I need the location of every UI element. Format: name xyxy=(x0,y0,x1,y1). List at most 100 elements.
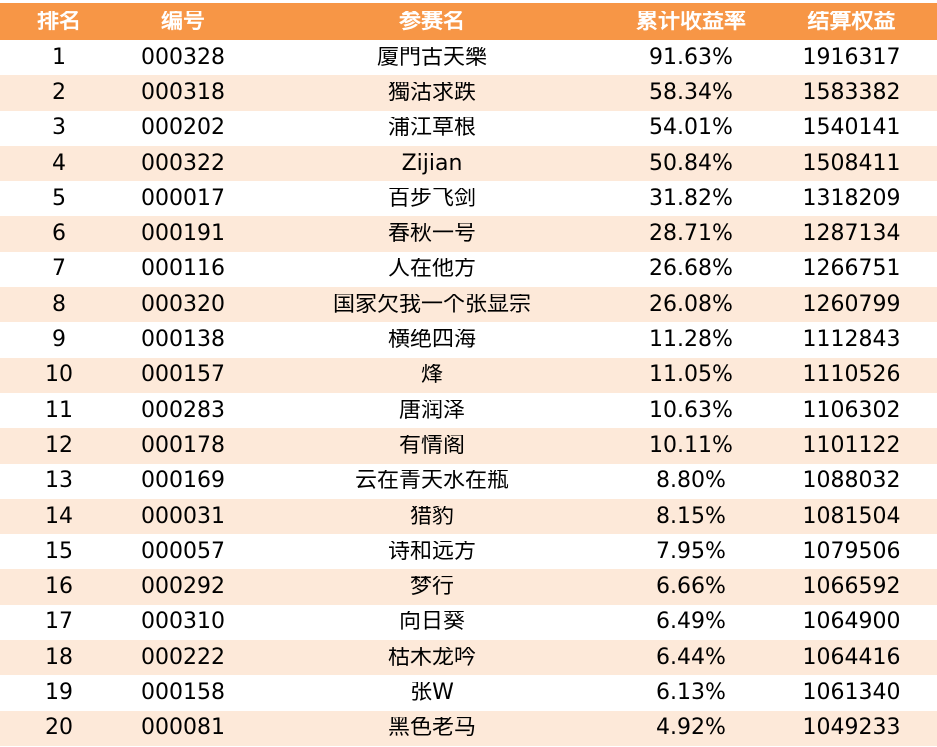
cell-rank: 16 xyxy=(45,576,73,599)
cell-id: 000283 xyxy=(141,399,225,422)
cell-equity: 1540141 xyxy=(802,117,901,140)
cell-equity: 1508411 xyxy=(802,152,901,175)
cell-equity: 1066592 xyxy=(802,576,901,599)
cell-equity: 1287134 xyxy=(802,223,901,246)
cell-equity: 1112843 xyxy=(802,329,901,352)
table-row: 9 000138 横绝四海 11.28% 1112843 xyxy=(0,322,937,357)
cell-rank: 1 xyxy=(52,46,66,69)
cell-equity: 1266751 xyxy=(802,258,901,281)
cell-rank: 5 xyxy=(52,187,66,210)
cell-return: 91.63% xyxy=(649,46,733,69)
cell-return: 6.13% xyxy=(656,681,726,704)
cell-equity: 1049233 xyxy=(802,717,901,740)
cell-id: 000320 xyxy=(141,293,225,316)
cell-id: 000310 xyxy=(141,611,225,634)
cell-equity: 1110526 xyxy=(802,364,901,387)
cell-rank: 17 xyxy=(45,611,73,634)
table-row: 6 000191 春秋一号 28.71% 1287134 xyxy=(0,216,937,252)
cell-return: 11.05% xyxy=(649,364,733,387)
cell-equity: 1101122 xyxy=(802,434,901,457)
table-row: 5 000017 百步飞剑 31.82% 1318209 xyxy=(0,181,937,216)
cell-equity: 1064416 xyxy=(802,646,901,669)
cell-id: 000191 xyxy=(141,223,225,246)
cell-return: 58.34% xyxy=(649,81,733,104)
table-row: 18 000222 枯木龙吟 6.44% 1064416 xyxy=(0,640,937,676)
cell-rank: 15 xyxy=(45,540,73,563)
cell-name: 枯木龙吟 xyxy=(387,646,476,669)
cell-rank: 4 xyxy=(52,152,66,175)
table-row: 17 000310 向日葵 6.49% 1064900 xyxy=(0,605,937,640)
cell-rank: 14 xyxy=(45,505,73,528)
cell-name: 春秋一号 xyxy=(387,223,476,246)
cell-id: 000328 xyxy=(141,46,225,69)
cell-equity: 1260799 xyxy=(802,293,901,316)
cell-return: 6.49% xyxy=(656,611,726,634)
cell-id: 000017 xyxy=(141,187,225,210)
cell-name: 有情阁 xyxy=(398,434,465,457)
ranking-table: 排名 编号 参赛名 累计收益率 结算权益 1 000328 廈門古天樂 91.63% 1… xyxy=(0,3,937,746)
cell-rank: 9 xyxy=(52,329,66,352)
table-row: 3 000202 浦江草根 54.01% 1540141 xyxy=(0,111,937,146)
cell-return: 8.15% xyxy=(656,505,726,528)
cell-id: 000222 xyxy=(141,646,225,669)
cell-name: 廈門古天樂 xyxy=(376,46,487,69)
cell-name: 张W xyxy=(410,681,454,704)
cell-equity: 1916317 xyxy=(802,46,901,69)
cell-id: 000292 xyxy=(141,576,225,599)
cell-id: 000169 xyxy=(141,470,225,493)
cell-rank: 11 xyxy=(45,399,73,422)
cell-equity: 1061340 xyxy=(802,681,901,704)
cell-name: 向日葵 xyxy=(398,611,465,634)
cell-id: 000158 xyxy=(141,681,225,704)
table-row: 2 000318 獨沽求跌 58.34% 1583382 xyxy=(0,75,937,111)
table-body: 1 000328 廈門古天樂 91.63% 1916317 2 000318 獨沽求跌 58.3… xyxy=(0,40,937,746)
cell-return: 26.68% xyxy=(649,258,733,281)
cell-name: 百步飞剑 xyxy=(387,187,476,210)
table-header-row: 排名 编号 参赛名 累计收益率 结算权益 xyxy=(0,3,937,40)
cell-return: 4.92% xyxy=(656,717,726,740)
cell-return: 6.44% xyxy=(656,646,726,669)
cell-equity: 1079506 xyxy=(802,540,901,563)
cell-name: 黑色老马 xyxy=(387,717,476,740)
cell-id: 000031 xyxy=(141,505,225,528)
header-return: 累计收益率 xyxy=(635,10,746,33)
cell-return: 28.71% xyxy=(649,223,733,246)
cell-equity: 1106302 xyxy=(802,399,901,422)
table-row: 7 000116 人在他方 26.68% 1266751 xyxy=(0,252,937,287)
header-rank: 排名 xyxy=(36,10,81,33)
table-row: 12 000178 有情阁 10.11% 1101122 xyxy=(0,428,937,464)
table-row: 13 000169 云在青天水在瓶 8.80% 1088032 xyxy=(0,464,937,499)
cell-equity: 1081504 xyxy=(802,505,901,528)
cell-return: 10.63% xyxy=(649,399,733,422)
header-name: 参赛名 xyxy=(398,10,465,33)
cell-id: 000157 xyxy=(141,364,225,387)
cell-name: 诗和远方 xyxy=(387,540,476,563)
table-row: 16 000292 梦行 6.66% 1066592 xyxy=(0,569,937,605)
cell-id: 000116 xyxy=(141,258,225,281)
cell-return: 54.01% xyxy=(649,117,733,140)
cell-rank: 3 xyxy=(52,117,66,140)
table-row: 20 000081 黑色老马 4.92% 1049233 xyxy=(0,710,937,746)
cell-equity: 1088032 xyxy=(802,470,901,493)
cell-return: 7.95% xyxy=(656,540,726,563)
cell-return: 8.80% xyxy=(656,470,726,493)
cell-return: 10.11% xyxy=(649,434,733,457)
cell-rank: 12 xyxy=(45,434,73,457)
cell-id: 000202 xyxy=(141,117,225,140)
cell-equity: 1583382 xyxy=(802,81,901,104)
cell-rank: 20 xyxy=(45,717,73,740)
table-row: 14 000031 猎豹 8.15% 1081504 xyxy=(0,498,937,535)
cell-return: 50.84% xyxy=(649,152,733,175)
table-row: 11 000283 唐润泽 10.63% 1106302 xyxy=(0,393,937,428)
table-row: 10 000157 烽 11.05% 1110526 xyxy=(0,357,937,393)
cell-rank: 18 xyxy=(45,646,73,669)
cell-name: Zijian xyxy=(401,152,463,175)
cell-name: 浦江草根 xyxy=(387,117,476,140)
table-row: 4 000322 Zijian 50.84% 1508411 xyxy=(0,145,937,182)
cell-return: 26.08% xyxy=(649,293,733,316)
cell-return: 31.82% xyxy=(649,187,733,210)
cell-id: 000318 xyxy=(141,81,225,104)
table-row: 8 000320 国家欠我一个张显宗 26.08% 1260799 xyxy=(0,287,937,323)
cell-rank: 19 xyxy=(45,681,73,704)
cell-name: 烽 xyxy=(420,364,443,387)
